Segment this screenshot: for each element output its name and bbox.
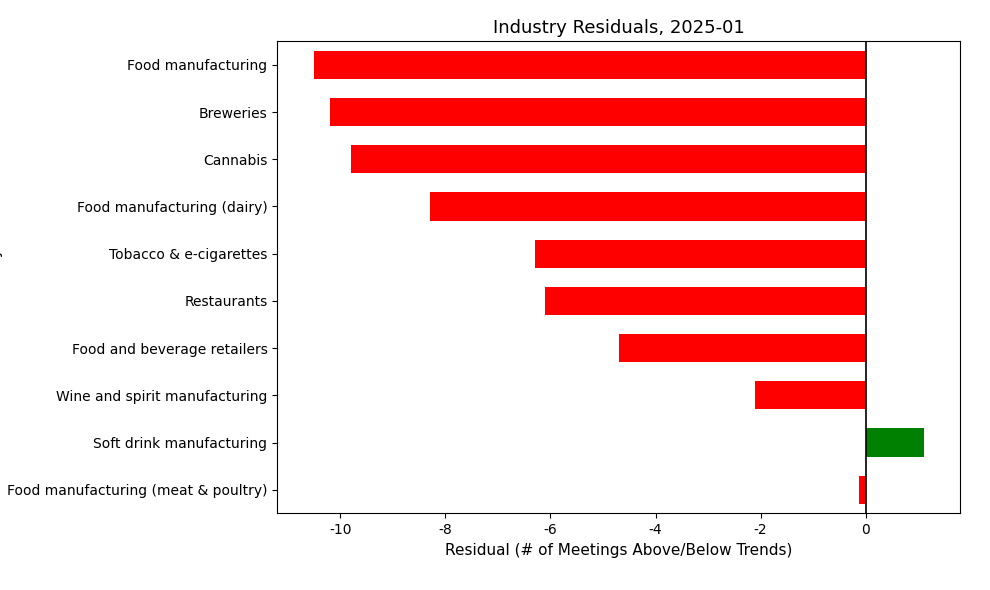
- Bar: [865, 428, 924, 457]
- Title: Industry Residuals, 2025-01: Industry Residuals, 2025-01: [493, 19, 744, 37]
- Bar: [545, 287, 865, 315]
- Y-axis label: Industry: Industry: [0, 246, 1, 309]
- Bar: [535, 240, 865, 268]
- Bar: [755, 381, 865, 409]
- Bar: [619, 334, 865, 362]
- Bar: [859, 476, 865, 504]
- X-axis label: Residual (# of Meetings Above/Below Trends): Residual (# of Meetings Above/Below Tren…: [446, 543, 792, 558]
- Bar: [430, 192, 865, 221]
- Bar: [314, 51, 865, 79]
- Bar: [330, 98, 865, 126]
- Bar: [350, 145, 865, 173]
